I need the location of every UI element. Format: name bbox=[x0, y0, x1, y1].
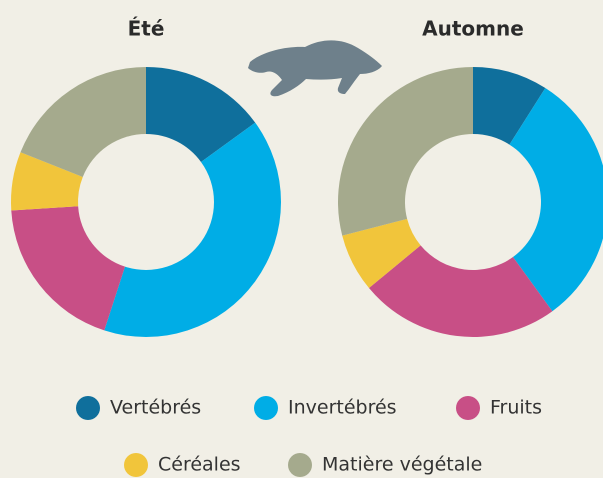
legend-label: Céréales bbox=[158, 454, 241, 476]
legend-swatch bbox=[124, 453, 148, 477]
legend-label: Vertébrés bbox=[110, 397, 201, 419]
legend-label: Matière végétale bbox=[322, 454, 482, 476]
chart-title: Été bbox=[128, 17, 165, 41]
legend-swatch bbox=[456, 396, 480, 420]
legend-swatch bbox=[76, 396, 100, 420]
legend-label: Invertébrés bbox=[288, 397, 397, 419]
legend-swatch bbox=[288, 453, 312, 477]
legend-swatch bbox=[254, 396, 278, 420]
page: Été Automne Vertébrés Invertébrés Fruits Céré… bbox=[0, 0, 603, 478]
legend-label: Fruits bbox=[490, 397, 542, 419]
chart-title: Automne bbox=[422, 17, 524, 41]
